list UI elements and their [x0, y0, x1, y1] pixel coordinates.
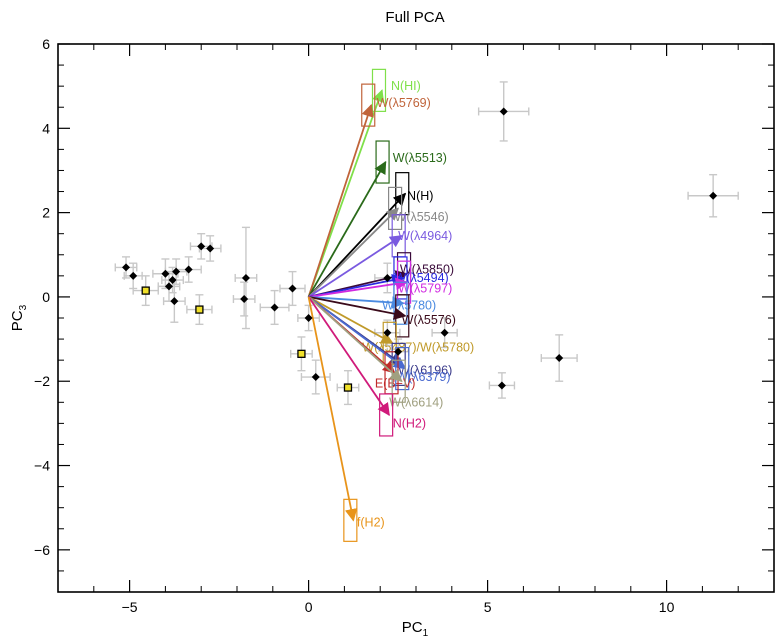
y-axis-label-sub: 3	[18, 304, 29, 310]
vector-arrow	[308, 235, 403, 298]
vector-label: W(λ5546)	[395, 210, 449, 224]
vector-box	[375, 140, 390, 184]
data-point-diamond	[240, 295, 249, 304]
data-point-diamond	[161, 269, 170, 278]
data-point-diamond	[440, 328, 449, 337]
data-point-diamond	[241, 273, 250, 282]
data-point-square	[195, 305, 204, 314]
vector-box	[393, 281, 408, 325]
vector-box	[391, 359, 406, 403]
vector-label: W(λ5576)	[402, 313, 456, 327]
data-point-diamond	[499, 107, 508, 116]
data-point-diamond	[197, 242, 206, 251]
vectors-layer: N(HI) W(λ5769) W(λ5513) N(H) W(λ5546) W(λ4964…	[307, 68, 474, 542]
error-bars-layer	[114, 81, 739, 406]
vector-label: E(B−V)	[375, 376, 416, 390]
x-axis-label-sub: 1	[423, 628, 429, 638]
data-point-diamond	[383, 328, 392, 337]
vector-arrow	[307, 207, 399, 298]
data-point-diamond	[172, 267, 181, 276]
vector-arrow	[307, 296, 390, 416]
data-point-diamond	[206, 244, 215, 253]
data-point-diamond	[122, 263, 131, 272]
vector-label: f(H2)	[357, 515, 385, 529]
data-point-square	[343, 383, 353, 392]
vector-arrow	[307, 89, 385, 298]
vector-label: W(λ6379)	[396, 370, 450, 384]
data-point-square	[141, 286, 150, 295]
vector-box	[395, 294, 410, 338]
data-point-diamond	[288, 284, 297, 293]
vector-arrow	[308, 296, 405, 309]
vector-arrow	[307, 103, 374, 298]
data-point-diamond	[304, 314, 313, 322]
y-tick-label: 0	[42, 289, 50, 305]
vector-label: N(H)	[407, 189, 433, 203]
data-point-diamond	[270, 303, 279, 312]
data-point-diamond	[164, 282, 173, 291]
x-axis-label-text: PC	[402, 619, 423, 636]
vector-label: W(λ5850)	[400, 263, 454, 277]
vector-label: W(λ5797)	[398, 281, 452, 295]
vector-label: W(λ5769)	[377, 96, 431, 110]
points-layer	[122, 107, 718, 392]
vector-box	[361, 83, 376, 127]
vector-label: W(λ6196)	[398, 364, 452, 378]
data-point-diamond	[170, 297, 179, 306]
data-point-diamond	[383, 273, 392, 282]
vector-box	[395, 346, 410, 391]
vector-arrow	[308, 277, 409, 298]
x-tick-label: 5	[484, 599, 492, 615]
y-axis-label: PC3	[9, 304, 29, 331]
data-point-diamond	[184, 265, 193, 274]
y-tick-label: −4	[34, 458, 50, 474]
vector-arrow	[308, 296, 394, 345]
data-point-square	[297, 349, 306, 358]
y-tick-label: 2	[42, 205, 50, 221]
vector-arrow	[307, 296, 358, 522]
y-tick-label: −2	[34, 373, 50, 389]
y-tick-label: 4	[42, 120, 50, 136]
x-axis-label: PC1	[402, 619, 429, 638]
vector-arrow	[307, 160, 387, 298]
chart-title: Full PCA	[385, 9, 444, 26]
vector-label: W(λ4964)	[398, 229, 452, 243]
y-tick-label: 6	[42, 36, 50, 52]
vector-arrow	[307, 296, 403, 383]
vector-label: W(λ6614)	[389, 395, 443, 409]
data-point-diamond	[497, 381, 506, 390]
data-point-diamond	[168, 276, 177, 285]
data-point-diamond	[311, 373, 320, 382]
vector-arrow	[308, 296, 407, 370]
vector-box	[343, 498, 358, 542]
data-point-diamond	[709, 191, 718, 200]
vector-box	[388, 186, 403, 230]
vector-box	[371, 68, 387, 112]
vector-label: W(λ5487)/W(λ5780)	[362, 341, 474, 355]
x-tick-label: 10	[659, 599, 675, 615]
y-tick-label: −6	[34, 542, 50, 558]
data-point-diamond	[555, 354, 564, 363]
ticks-layer: −5 0 5 10 −6 −4 −2 0 2 4 6	[34, 36, 775, 615]
vector-label: N(H2)	[393, 416, 426, 430]
data-point-diamond	[394, 347, 403, 356]
data-point-diamond	[129, 271, 138, 280]
x-tick-label: −5	[122, 599, 138, 615]
y-axis-label-text: PC	[9, 310, 26, 331]
x-tick-label: 0	[305, 599, 313, 615]
vector-label: N(HI)	[391, 79, 421, 93]
vector-label: W(λ5513)	[393, 151, 447, 165]
vector-arrow	[308, 296, 407, 320]
vector-box	[379, 393, 394, 437]
